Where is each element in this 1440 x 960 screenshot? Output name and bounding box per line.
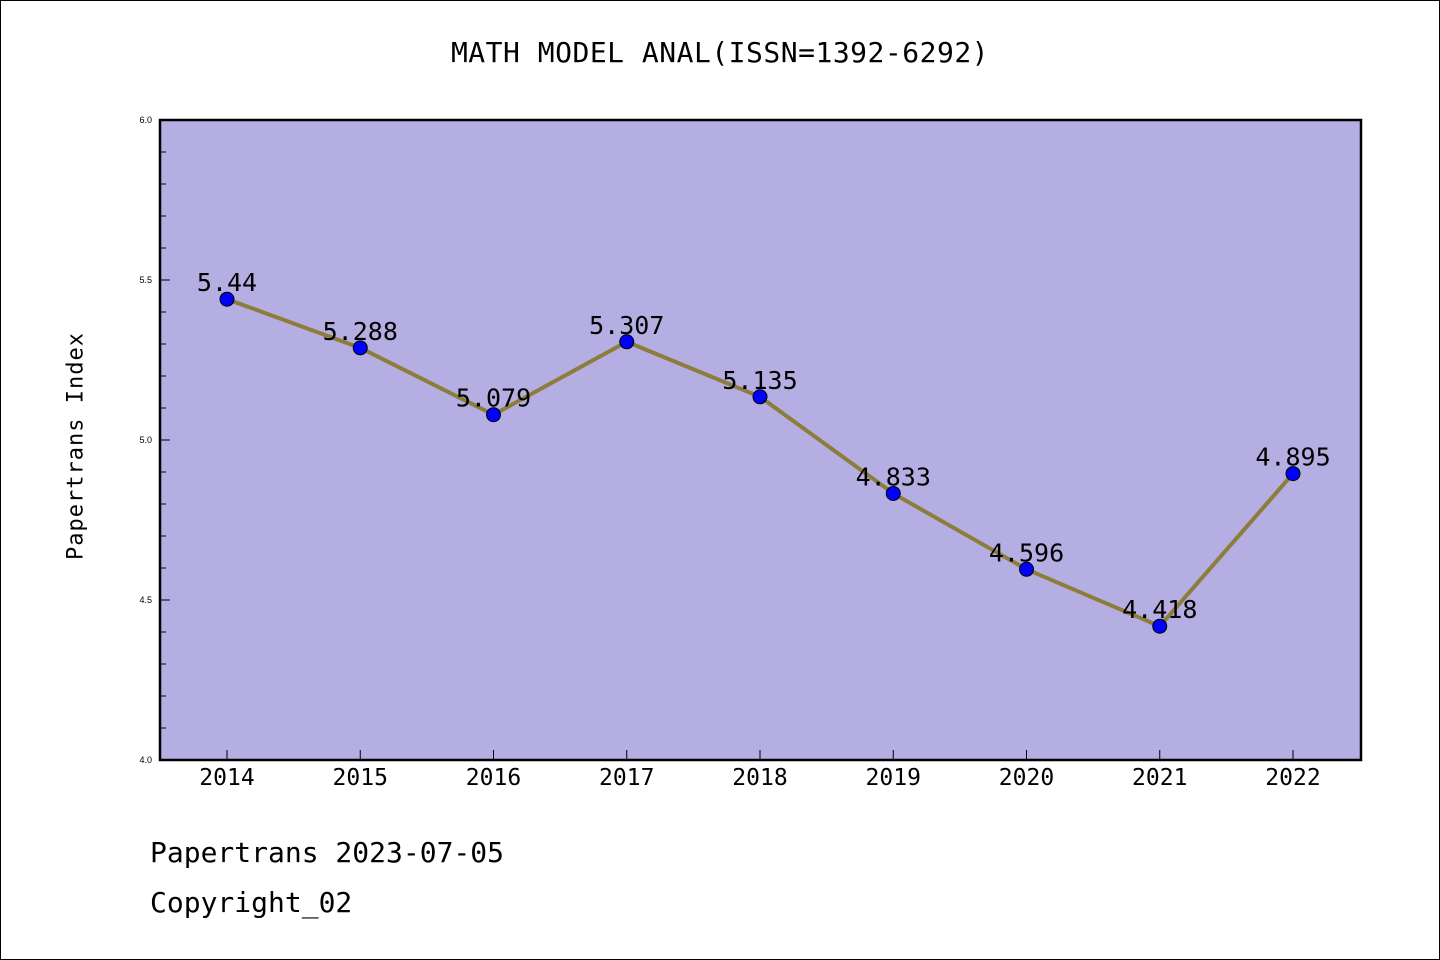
data-point: [1285, 466, 1301, 482]
y-tick-label: 5.0: [139, 435, 152, 445]
x-tick-label: 2018: [732, 765, 787, 791]
y-tick-label: 4.0: [139, 755, 152, 765]
x-tick-label: 2015: [333, 765, 388, 791]
series-markers: [219, 291, 1301, 634]
x-tick-label: 2021: [1132, 765, 1187, 791]
data-point: [352, 340, 368, 356]
x-tick-label: 2016: [466, 765, 521, 791]
data-point-label: 5.44: [197, 268, 257, 297]
data-point: [1019, 561, 1034, 577]
plot-frame: [158, 118, 1363, 762]
data-point: [619, 334, 635, 350]
footer-date-line: Papertrans 2023-07-05: [150, 836, 505, 869]
y-axis-ticks: 4.0 4.5 5.0 5.5 6.0: [139, 115, 170, 765]
x-tick-label: 2020: [999, 765, 1054, 791]
y-tick-label: 4.5: [139, 595, 152, 605]
data-point-label: 4.895: [1255, 443, 1330, 472]
x-axis-ticks: 2014 2015 2016 2017 2018 2019 2020 2021 2022: [199, 750, 1321, 791]
data-point-label: 5.079: [456, 384, 531, 413]
y-tick-label: 5.5: [139, 275, 152, 285]
y-tick-label: 6.0: [139, 115, 152, 125]
data-point: [486, 407, 501, 423]
data-point: [219, 291, 235, 307]
plot-area: [160, 120, 1361, 760]
data-point: [752, 389, 768, 405]
data-point-label: 4.833: [856, 462, 931, 491]
data-point-label: 5.307: [589, 311, 664, 340]
data-point: [1152, 618, 1168, 634]
data-point-label: 4.418: [1122, 595, 1197, 624]
x-tick-label: 2019: [866, 765, 921, 791]
chart-title: MATH MODEL ANAL(ISSN=1392-6292): [450, 36, 990, 69]
x-tick-label: 2017: [599, 765, 654, 791]
data-point: [885, 485, 901, 501]
data-point-label: 4.596: [989, 538, 1064, 567]
footer-copyright-line: Copyright_02: [150, 886, 353, 919]
data-labels: 5.44 5.288 5.079 5.307 5.135 4.833 4.596 4.418 4…: [197, 268, 1331, 624]
data-point-label: 5.135: [722, 366, 797, 395]
data-point-label: 5.288: [323, 317, 398, 346]
x-tick-label: 2014: [199, 765, 254, 791]
x-tick-label: 2022: [1265, 765, 1320, 791]
